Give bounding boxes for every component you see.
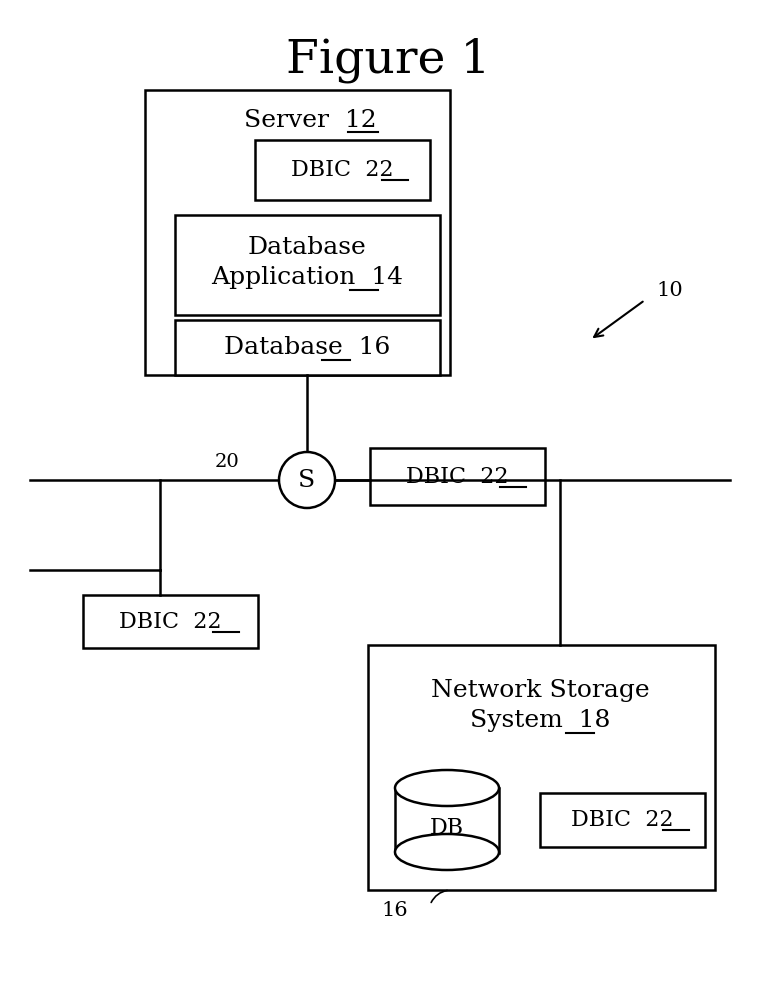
- Text: System  18: System 18: [470, 709, 610, 732]
- Text: DBIC  22: DBIC 22: [406, 466, 508, 488]
- Bar: [540, 793, 705, 847]
- Text: Server  12: Server 12: [244, 108, 376, 131]
- Text: Database: Database: [248, 236, 367, 258]
- Text: S: S: [298, 468, 315, 491]
- Text: DBIC  22: DBIC 22: [291, 159, 393, 181]
- Bar: [145, 90, 450, 375]
- Bar: [395, 788, 499, 853]
- Text: 16: 16: [382, 901, 408, 919]
- Text: 20: 20: [214, 453, 239, 471]
- Bar: [255, 140, 430, 200]
- Bar: [83, 595, 258, 648]
- Bar: [175, 320, 440, 375]
- Text: Figure 1: Figure 1: [286, 37, 490, 83]
- Ellipse shape: [395, 770, 499, 806]
- Text: Database  16: Database 16: [224, 336, 390, 359]
- Text: 10: 10: [657, 280, 684, 299]
- Text: DB: DB: [430, 817, 464, 839]
- Text: Network Storage: Network Storage: [430, 679, 650, 702]
- Text: DBIC  22: DBIC 22: [119, 611, 221, 633]
- Ellipse shape: [395, 834, 499, 870]
- Text: Application  14: Application 14: [211, 265, 403, 288]
- Circle shape: [279, 452, 335, 508]
- Bar: [175, 215, 440, 315]
- Bar: [370, 448, 545, 505]
- Text: DBIC  22: DBIC 22: [571, 809, 673, 831]
- Bar: [368, 645, 715, 890]
